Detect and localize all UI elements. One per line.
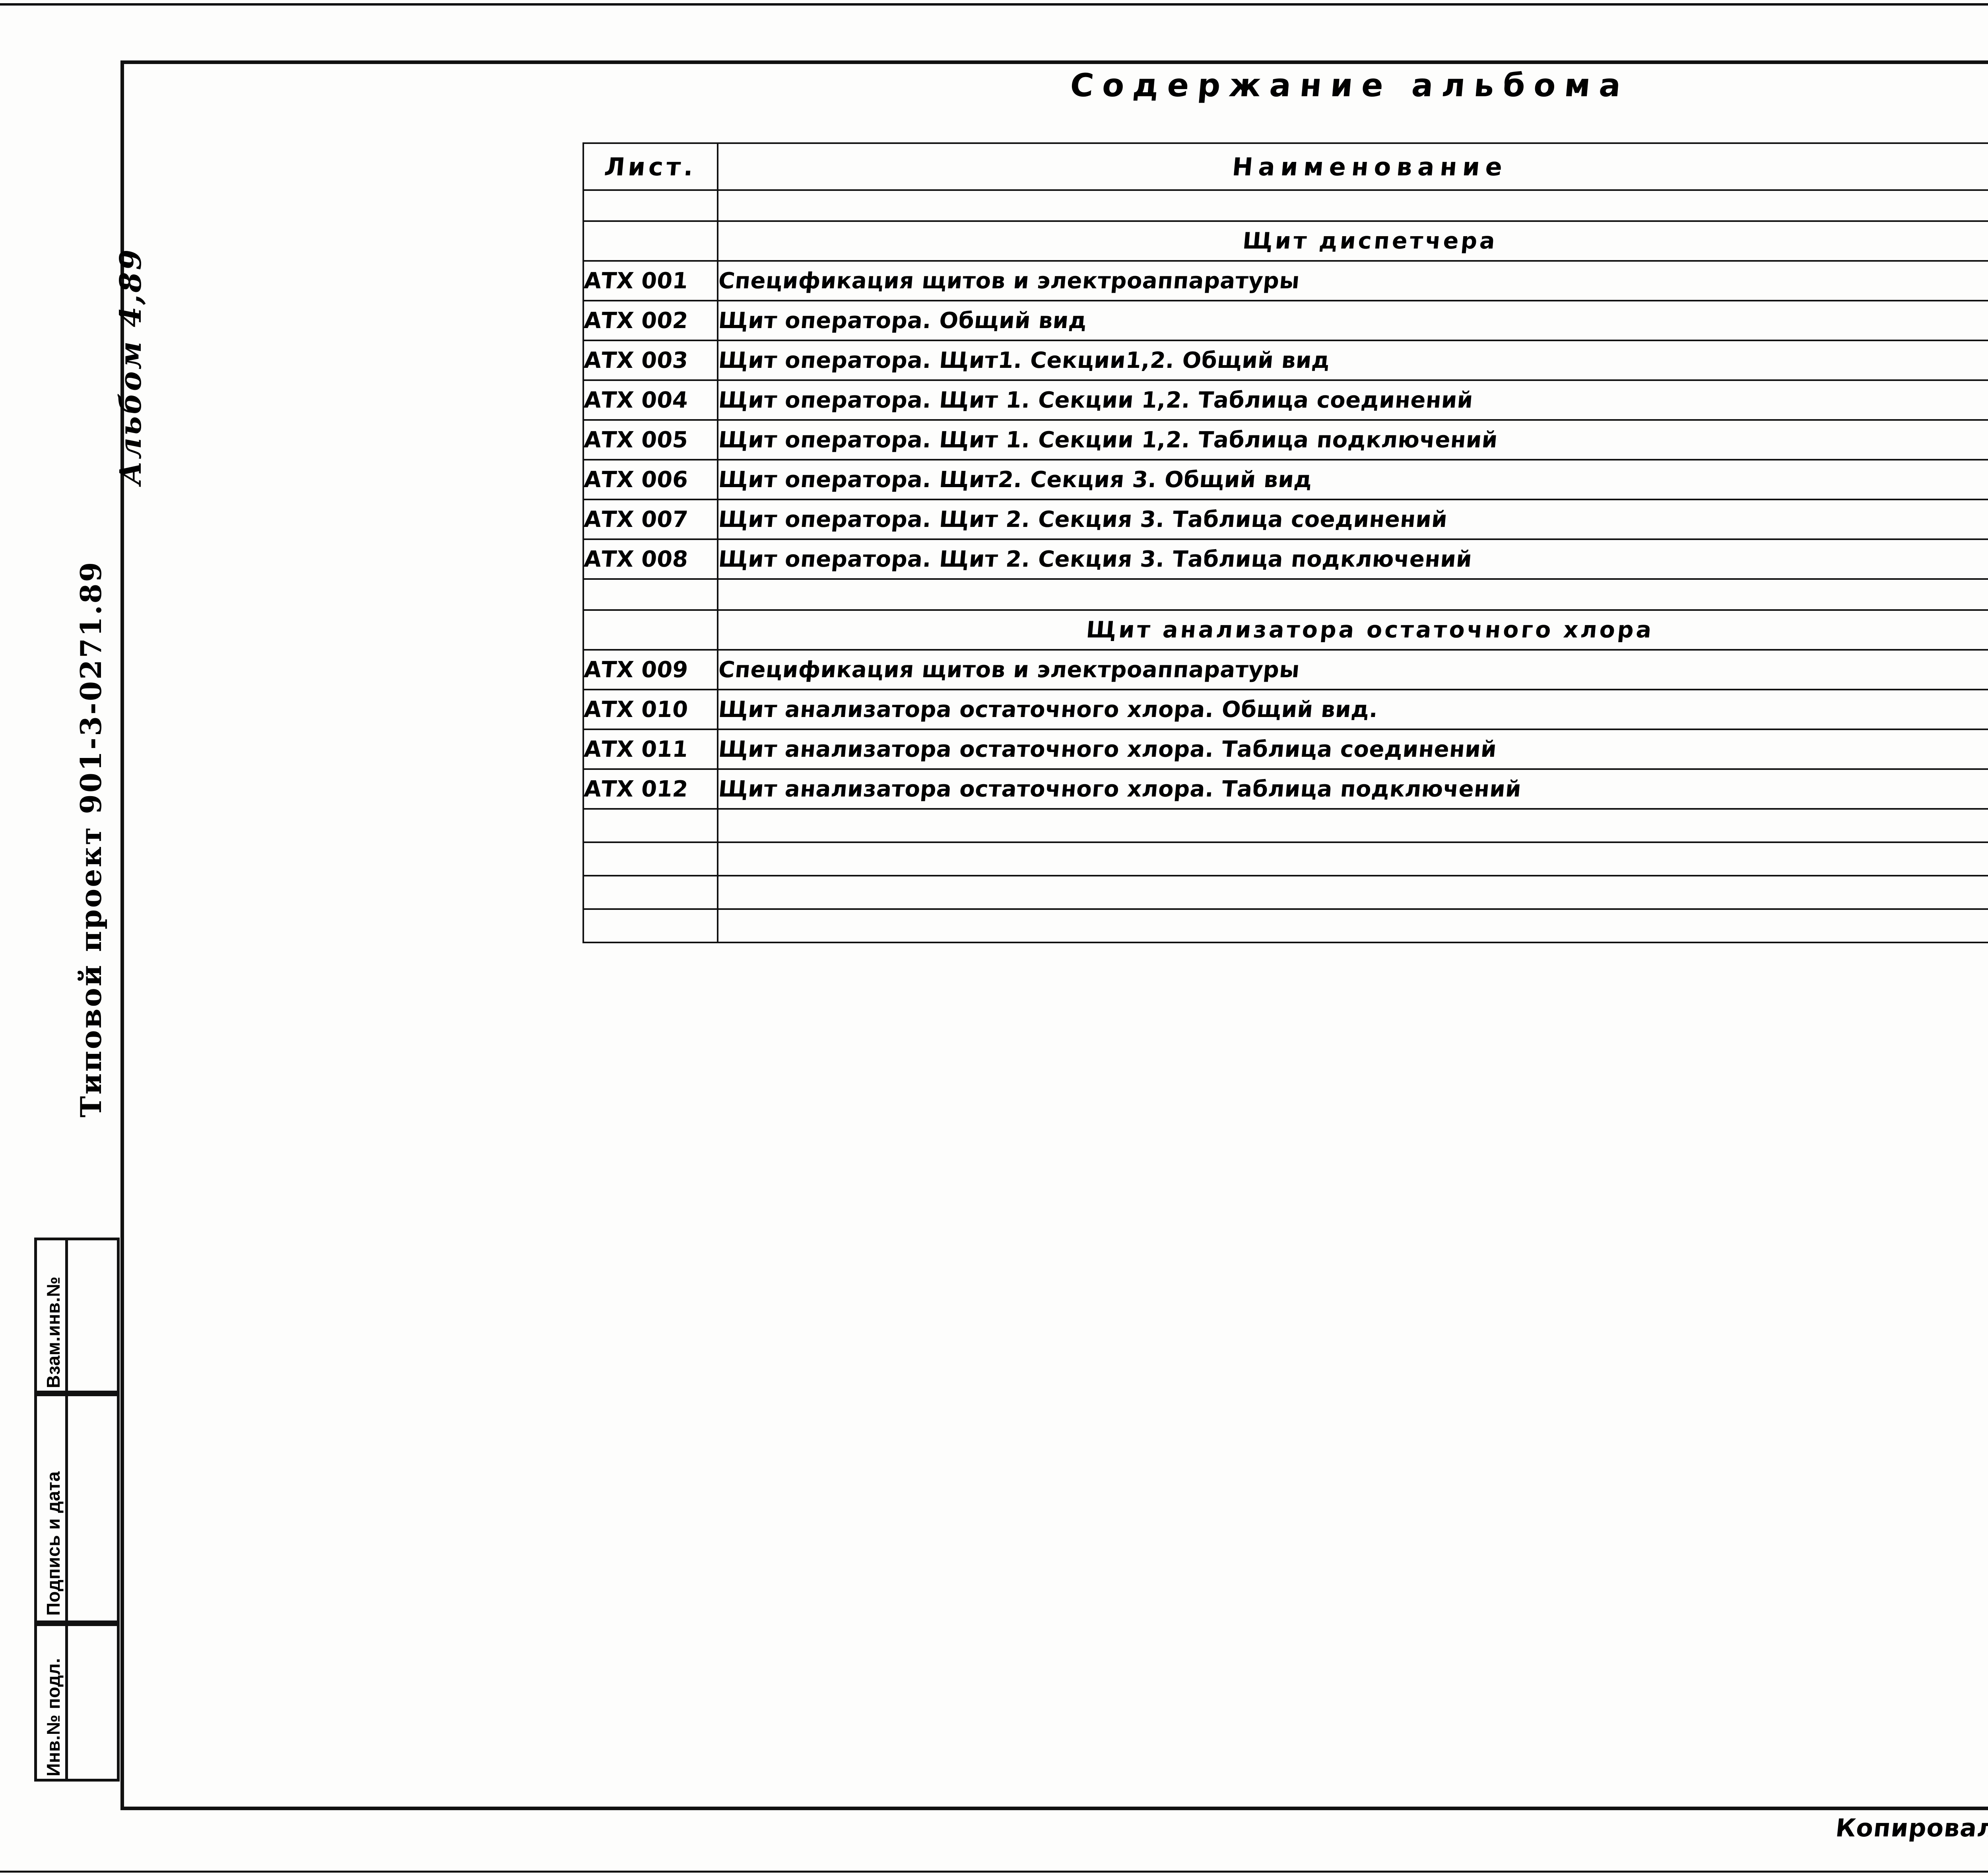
table-row: АТХ 001 Спецификация щитов и электроаппар…: [581, 261, 1988, 301]
table-header-row: Лист. Наименование Стр.: [581, 143, 1988, 190]
cell-name: Щит оператора. Щит 2. Секция 3. Таблица …: [716, 539, 1988, 579]
cell-name: [716, 190, 1988, 221]
stamp-inner-podpis-data: Подпись и дата: [37, 1396, 68, 1620]
column-header-sheet: Лист.: [581, 143, 720, 190]
cell-name: Щит оператора. Щит2. Секция 3. Общий вид: [716, 460, 1988, 499]
cell-sheet: [581, 221, 720, 261]
cell-name: [716, 809, 1988, 842]
cell-sheet: АТХ 008: [581, 539, 720, 579]
cell-sheet: АТХ 003: [581, 340, 720, 380]
cell-sheet: АТХ 012: [581, 769, 720, 809]
stamp-label-vzam-inv: Взам.инв.№: [43, 1276, 64, 1388]
table-row: [582, 876, 1988, 909]
table-row: [582, 190, 1988, 221]
cell-name: Щит оператора. Щит 1. Секции 1,2. Таблиц…: [716, 420, 1988, 460]
table-row: АТХ 008 Щит оператора. Щит 2. Секция 3. Т…: [581, 539, 1988, 579]
stamp-box-inv-podl: Инв.№ подл.: [34, 1623, 120, 1782]
cell-sheet: АТХ 007: [581, 499, 720, 539]
cell-sheet: АТХ 006: [581, 460, 720, 499]
table-row: [582, 579, 1988, 610]
cell-sheet: АТХ 011: [581, 729, 720, 769]
cell-sheet: [582, 876, 719, 909]
cell-name: Щит оператора. Щит 2. Секция 3. Таблица …: [716, 499, 1988, 539]
stamp-inner-vzam-inv: Взам.инв.№: [37, 1240, 68, 1391]
cell-sheet: [582, 909, 719, 942]
column-header-name: Наименование: [715, 143, 1988, 190]
cell-name: Щит анализатора остаточного хлора: [716, 610, 1988, 650]
cell-sheet: [582, 842, 719, 876]
sheet-border-top: [0, 3, 1988, 6]
stamp-box-vzam-inv: Взам.инв.№: [34, 1238, 120, 1393]
cell-name: [716, 909, 1988, 942]
cell-sheet: АТХ 009: [581, 650, 720, 690]
contents-table: Лист. Наименование Стр. Щит диспетчераАТ…: [581, 142, 1988, 943]
cell-name: Спецификация щитов и электроаппаратуры: [716, 650, 1988, 690]
table-row: АТХ 003 Щит оператора. Щит1. Секции1,2. О…: [581, 340, 1988, 380]
table-row: АТХ 012 Щит анализатора остаточного хлора…: [581, 769, 1988, 809]
stamp-label-inv-podl: Инв.№ подл.: [43, 1658, 64, 1776]
table-row: АТХ 009 Спецификация щитов и электроаппар…: [581, 650, 1988, 690]
stamp-label-podpis-data: Подпись и дата: [43, 1471, 64, 1616]
table-row: [582, 909, 1988, 942]
cell-sheet: [582, 809, 719, 842]
cell-name: Щит анализатора остаточного хлора. Общий…: [716, 690, 1988, 729]
cell-sheet: [582, 579, 719, 610]
table-section-row: Щит анализатора остаточного хлора: [581, 610, 1988, 650]
stamp-inner-inv-podl: Инв.№ подл.: [37, 1626, 68, 1779]
project-label: Типовой проект 901-3-0271.89: [74, 560, 108, 1117]
cell-name: [716, 842, 1988, 876]
cell-sheet: АТХ 002: [581, 301, 720, 340]
cell-sheet: [581, 610, 720, 650]
table-row: АТХ 006 Щит оператора. Щит2. Секция 3. Об…: [581, 460, 1988, 499]
cell-sheet: АТХ 005: [581, 420, 720, 460]
stamp-box-podpis-data: Подпись и дата: [34, 1393, 120, 1623]
table-row: [582, 809, 1988, 842]
cell-sheet: АТХ 001: [581, 261, 720, 301]
drawing-frame: [120, 60, 1988, 1810]
table-row: АТХ 004 Щит оператора. Щит 1. Секции 1,2.…: [581, 380, 1988, 420]
cell-name: [716, 579, 1988, 610]
cell-sheet: АТХ 010: [581, 690, 720, 729]
cell-name: [716, 876, 1988, 909]
sheet-border-bottom: [0, 1871, 1988, 1873]
table-row: [582, 842, 1988, 876]
cell-name: Щит оператора. Общий вид: [716, 301, 1988, 340]
table-row: АТХ 011 Щит анализатора остаточного хлора…: [581, 729, 1988, 769]
album-label: Альбом 4,89: [114, 247, 148, 485]
cell-name: Щит анализатора остаточного хлора. Табли…: [716, 729, 1988, 769]
table-row: АТХ 007 Щит оператора. Щит 2. Секция 3. Т…: [581, 499, 1988, 539]
cell-name: Спецификация щитов и электроаппаратуры: [716, 261, 1988, 301]
cell-name: Щит анализатора остаточного хлора. Табли…: [716, 769, 1988, 809]
table-row: АТХ 010 Щит анализатора остаточного хлора…: [581, 690, 1988, 729]
table-row: АТХ 005 Щит оператора. Щит 1. Секции 1,2.…: [581, 420, 1988, 460]
cell-name: Щит оператора. Щит1. Секции1,2. Общий ви…: [716, 340, 1988, 380]
cell-sheet: [582, 190, 719, 221]
copied-by-label: Копировал: Алешихова: [1834, 1813, 1988, 1842]
page-title: Содержание альбома: [1068, 67, 1631, 104]
cell-name: Щит диспетчера: [716, 221, 1988, 261]
cell-name: Щит оператора. Щит 1. Секции 1,2. Таблиц…: [716, 380, 1988, 420]
cell-sheet: АТХ 004: [581, 380, 720, 420]
table-section-row: Щит диспетчера: [581, 221, 1988, 261]
